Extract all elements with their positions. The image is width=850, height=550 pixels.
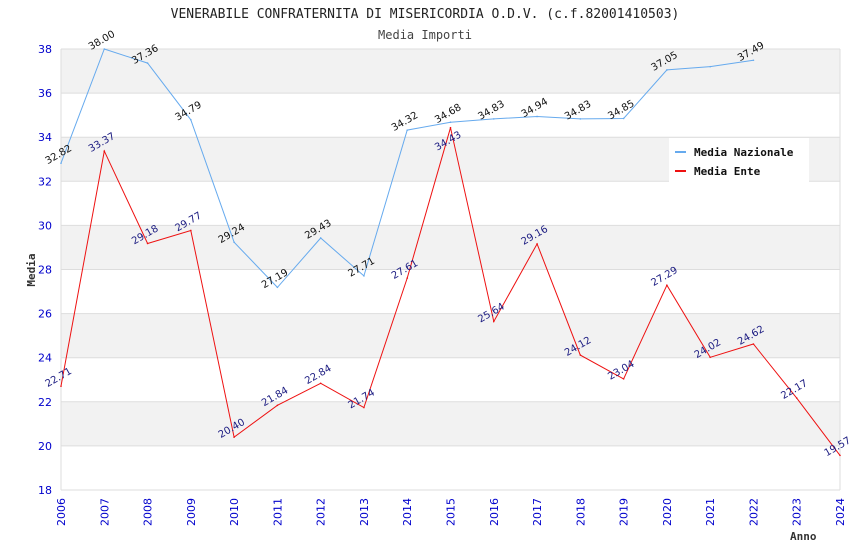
data-point-1-2012 bbox=[319, 382, 322, 385]
x-tick-2021: 2021 bbox=[704, 498, 717, 526]
data-label-1-2019: 23.04 bbox=[606, 359, 636, 383]
x-tick-2009: 2009 bbox=[185, 498, 198, 526]
x-tick-2023: 2023 bbox=[791, 498, 804, 526]
data-point-0-2011 bbox=[276, 286, 279, 289]
x-tick-2022: 2022 bbox=[747, 498, 760, 526]
legend-box bbox=[669, 138, 809, 182]
data-point-1-2007 bbox=[103, 150, 106, 152]
x-tick-2010: 2010 bbox=[228, 498, 241, 526]
data-point-0-2010 bbox=[233, 241, 235, 243]
data-point-0-2015 bbox=[449, 121, 452, 124]
data-point-0-2018 bbox=[579, 118, 582, 120]
y-tick-22: 22 bbox=[38, 396, 52, 409]
data-point-0-2014 bbox=[406, 129, 409, 131]
chart-subtitle: Media Importi bbox=[378, 28, 472, 42]
series-lines bbox=[60, 48, 841, 457]
y-tick-20: 20 bbox=[38, 440, 52, 453]
legend: Media Nazionale Media Ente bbox=[669, 138, 809, 182]
data-point-0-2022 bbox=[752, 59, 755, 62]
data-point-1-2011 bbox=[276, 404, 279, 407]
data-point-0-2020 bbox=[666, 69, 668, 71]
chart-title: VENERABILE CONFRATERNITA DI MISERICORDIA… bbox=[171, 7, 680, 22]
x-tick-2006: 2006 bbox=[55, 498, 68, 526]
y-tick-36: 36 bbox=[38, 87, 52, 100]
data-point-1-2018 bbox=[579, 354, 582, 356]
data-point-1-2022 bbox=[752, 343, 755, 345]
data-point-0-2012 bbox=[319, 237, 322, 239]
x-axis-ticks: 2006 2007 2008 2009 2010 2011 2012 2013 2014 2015… bbox=[55, 498, 847, 526]
x-tick-2011: 2011 bbox=[271, 498, 284, 526]
x-tick-2017: 2017 bbox=[531, 498, 544, 526]
x-tick-2015: 2015 bbox=[445, 498, 458, 526]
legend-label-media-ente: Media Ente bbox=[694, 165, 761, 178]
x-axis-label: Anno bbox=[790, 530, 817, 543]
y-tick-30: 30 bbox=[38, 219, 52, 232]
y-tick-24: 24 bbox=[38, 352, 52, 365]
x-tick-2020: 2020 bbox=[661, 498, 674, 526]
x-tick-2013: 2013 bbox=[358, 498, 371, 526]
data-point-0-2006 bbox=[60, 162, 62, 165]
data-point-0-2016 bbox=[492, 118, 495, 120]
x-tick-2016: 2016 bbox=[488, 498, 501, 526]
data-point-0-2007 bbox=[103, 48, 106, 50]
data-point-0-2013 bbox=[363, 275, 365, 277]
y-axis-ticks: 18 20 22 24 26 28 30 32 34 36 38 bbox=[38, 43, 52, 497]
y-tick-28: 28 bbox=[38, 264, 52, 277]
data-point-1-2017 bbox=[536, 243, 538, 245]
x-tick-2012: 2012 bbox=[315, 498, 328, 526]
data-point-1-2020 bbox=[666, 284, 668, 286]
band-24-26 bbox=[61, 313, 840, 358]
data-point-0-2021 bbox=[709, 65, 711, 68]
data-point-1-2019 bbox=[622, 378, 625, 380]
legend-label-media-nazionale: Media Nazionale bbox=[694, 146, 794, 159]
y-tick-32: 32 bbox=[38, 175, 52, 188]
data-point-1-2014 bbox=[406, 277, 409, 279]
band-36-38 bbox=[61, 49, 840, 94]
y-tick-38: 38 bbox=[38, 43, 52, 56]
data-point-0-2017 bbox=[536, 115, 538, 118]
data-label-0-2014: 34.32 bbox=[390, 110, 420, 134]
data-point-1-2016 bbox=[492, 320, 495, 323]
x-tick-2019: 2019 bbox=[618, 498, 631, 526]
data-point-1-2009 bbox=[190, 229, 192, 232]
y-tick-26: 26 bbox=[38, 308, 52, 321]
data-point-1-2006 bbox=[60, 385, 62, 387]
data-point-0-2019 bbox=[622, 117, 625, 120]
band-20-22 bbox=[61, 401, 840, 446]
data-point-1-2023 bbox=[795, 397, 798, 399]
data-label-0-2011: 27.19 bbox=[260, 267, 290, 291]
x-tick-2014: 2014 bbox=[401, 498, 414, 526]
data-point-1-2021 bbox=[709, 356, 711, 359]
data-point-1-2015 bbox=[449, 126, 452, 129]
data-label-1-2006: 22.71 bbox=[44, 366, 74, 390]
x-tick-2024: 2024 bbox=[834, 498, 847, 526]
y-tick-34: 34 bbox=[38, 131, 52, 144]
data-point-1-2013 bbox=[363, 406, 365, 409]
data-point-0-2008 bbox=[146, 62, 149, 64]
x-tick-2007: 2007 bbox=[98, 498, 111, 526]
data-point-0-2009 bbox=[190, 118, 192, 121]
y-tick-18: 18 bbox=[38, 484, 52, 497]
x-tick-2008: 2008 bbox=[142, 498, 155, 526]
data-point-1-2010 bbox=[233, 436, 235, 438]
data-point-1-2008 bbox=[146, 242, 149, 245]
data-label-1-2012: 22.84 bbox=[303, 363, 333, 387]
x-tick-2018: 2018 bbox=[574, 498, 587, 526]
data-point-1-2024 bbox=[839, 454, 841, 457]
y-axis-label: Media bbox=[25, 253, 38, 286]
